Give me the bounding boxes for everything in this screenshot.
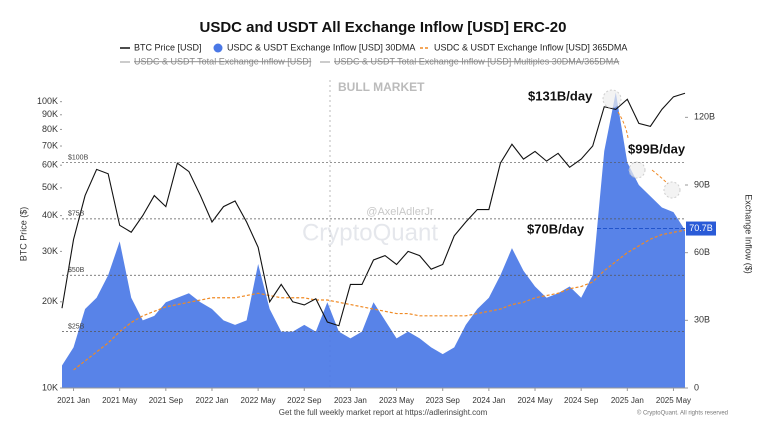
x-tick-label: 2024 Sep <box>564 396 599 405</box>
y-tick-label: 60K <box>42 160 58 170</box>
y2-tick-label: 90B <box>694 179 710 189</box>
x-tick-label: 2021 May <box>102 396 137 405</box>
x-tick-label: 2025 May <box>656 396 691 405</box>
ma-line <box>73 229 686 371</box>
peak-marker <box>628 161 646 179</box>
x-tick-label: 2023 Sep <box>426 396 461 405</box>
watermark: CryptoQuant <box>302 219 438 246</box>
y2-tick-label: 30B <box>694 315 710 325</box>
y-tick-label: 40K <box>42 210 58 220</box>
y-tick-label: 10K <box>42 382 58 392</box>
y2-tick-label: 0 <box>694 382 699 392</box>
y-tick-label: 70K <box>42 140 58 150</box>
y2-tick-label: 120B <box>694 112 715 122</box>
legend-label-hidden: USDC & USDT Total Exchange Inflow [USD] … <box>334 56 619 66</box>
price-line <box>61 92 686 327</box>
x-tick-label: 2024 May <box>517 396 552 405</box>
current-badge <box>686 221 716 236</box>
y-tick-label: 20K <box>42 296 58 306</box>
y2-tick-label: 60B <box>694 247 710 257</box>
x-tick-label: 2022 Jan <box>196 396 229 405</box>
reference-label: $100B <box>68 154 89 161</box>
arrow <box>651 169 669 185</box>
x-tick-label: 2023 May <box>379 396 414 405</box>
x-tick-label: 2021 Sep <box>149 396 184 405</box>
annotation: $131B/day <box>528 88 593 103</box>
copyright: © CryptoQuant. All rights reserved <box>637 410 728 417</box>
x-tick-label: 2025 Jan <box>611 396 644 405</box>
x-tick-label: 2024 Jan <box>472 396 505 405</box>
legend-label: USDC & USDT Exchange Inflow [USD] 30DMA <box>227 42 415 52</box>
reference-label: $50B <box>68 267 85 274</box>
arrow <box>617 111 629 139</box>
peak-marker <box>663 181 681 199</box>
annotation: $99B/day <box>628 141 686 156</box>
inflow-area <box>62 92 685 389</box>
x-tick-label: 2023 Jan <box>334 396 367 405</box>
footer: Get the full weekly market report at htt… <box>279 408 488 417</box>
regime-label: BULL MARKET <box>338 80 425 94</box>
peak-marker <box>602 89 622 109</box>
y-tick-label: 80K <box>42 124 58 134</box>
x-tick-label: 2021 Jan <box>57 396 90 405</box>
chart-title: USDC and USDT All Exchange Inflow [USD] … <box>200 19 567 36</box>
legend-label: USDC & USDT Exchange Inflow [USD] 365DMA <box>434 42 627 52</box>
x-tick-label: 2022 May <box>241 396 276 405</box>
y-tick-label: 100K <box>37 96 58 106</box>
legend-label: BTC Price [USD] <box>134 42 202 52</box>
x-tick-label: 2022 Sep <box>287 396 322 405</box>
handle-watermark: @AxelAdlerJr <box>366 206 434 218</box>
legend-swatch <box>213 43 223 53</box>
reference-label: $25B <box>68 323 85 330</box>
annotation: $70B/day <box>527 221 585 236</box>
legend-label-hidden: USDC & USDT Total Exchange Inflow [USD] <box>134 56 311 66</box>
reference-label: $75B <box>68 211 85 218</box>
y-tick-label: 30K <box>42 246 58 256</box>
current-label: 70.7B <box>689 223 713 233</box>
y2-axis-label: Exchange Inflow ($) <box>744 194 754 274</box>
y-tick-label: 50K <box>42 182 58 192</box>
y-tick-label: 90K <box>42 109 58 119</box>
y-axis-label: BTC Price ($) <box>18 207 28 262</box>
plot <box>61 92 686 389</box>
